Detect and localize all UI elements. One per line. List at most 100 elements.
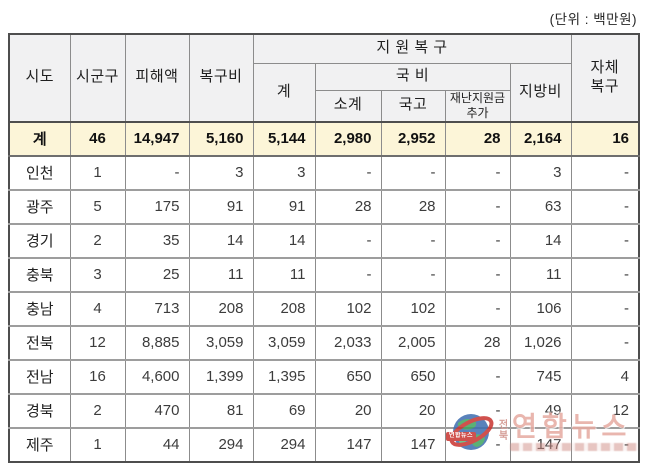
table-row: 전북 12 8,885 3,059 3,059 2,033 2,005 28 1,026- bbox=[8, 324, 640, 360]
header-sido: 시도 bbox=[8, 33, 71, 122]
value-cell: - bbox=[444, 256, 511, 292]
value-cell: 3,059 bbox=[188, 324, 254, 360]
value-cell: - bbox=[380, 154, 446, 190]
value-cell: 3 bbox=[188, 154, 254, 190]
value-cell: 713 bbox=[124, 290, 190, 326]
value-cell: - bbox=[444, 222, 511, 258]
value-cell: 1 bbox=[69, 154, 126, 190]
value-cell: 20 bbox=[314, 392, 382, 428]
value-cell: - bbox=[570, 256, 640, 292]
header-support-group: 지 원 복 구 bbox=[252, 33, 572, 64]
value-cell: - bbox=[444, 358, 511, 394]
value-cell: 11 bbox=[188, 256, 254, 292]
value-cell: 102 bbox=[380, 290, 446, 326]
header-self-recovery: 자체 복구 bbox=[570, 33, 640, 122]
value-cell: 2,033 bbox=[314, 324, 382, 360]
table-row: 충북 3 25 11 11- - -11- bbox=[8, 256, 640, 292]
value-cell: 5,160 bbox=[188, 120, 254, 157]
value-cell: - bbox=[314, 256, 382, 292]
header-total: 계 bbox=[252, 62, 316, 122]
value-cell: 69 bbox=[252, 392, 316, 428]
value-cell: 14,947 bbox=[124, 120, 190, 157]
value-cell: 46 bbox=[69, 120, 126, 157]
value-cell: - bbox=[124, 154, 190, 190]
value-cell: - bbox=[380, 256, 446, 292]
value-cell: 2 bbox=[69, 392, 126, 428]
table-body: 계 46 14,947 5,160 5,144 2,980 2,952 28 2,164 16 인천… bbox=[8, 120, 640, 462]
value-cell: 91 bbox=[252, 188, 316, 224]
value-cell: 102 bbox=[314, 290, 382, 326]
region-cell: 계 bbox=[8, 120, 71, 157]
value-cell: 28 bbox=[314, 188, 382, 224]
value-cell: 4 bbox=[570, 358, 640, 394]
value-cell: 11 bbox=[252, 256, 316, 292]
value-cell: - bbox=[570, 290, 640, 326]
table-row: 경기 2 35 14 14- - -14- bbox=[8, 222, 640, 258]
value-cell: - bbox=[380, 222, 446, 258]
value-cell: 745 bbox=[509, 358, 572, 394]
region-cell: 경기 bbox=[8, 222, 71, 258]
value-cell: 1,395 bbox=[252, 358, 316, 394]
value-cell: 12 bbox=[69, 324, 126, 360]
value-cell: 16 bbox=[69, 358, 126, 394]
disaster-recovery-table: 시도 시군구 피해액 복구비 지 원 복 구 자체 복구 계 국 비 지방비 소… bbox=[8, 33, 641, 463]
value-cell: 147 bbox=[314, 426, 382, 462]
table-row: 충남 4 713 208 208 102 102-106- bbox=[8, 290, 640, 326]
value-cell: 3,059 bbox=[252, 324, 316, 360]
value-cell: 1 bbox=[69, 426, 126, 462]
value-cell: - bbox=[444, 392, 511, 428]
value-cell: - bbox=[570, 188, 640, 224]
table-header: 시도 시군구 피해액 복구비 지 원 복 구 자체 복구 계 국 비 지방비 소… bbox=[8, 33, 640, 122]
value-cell: 25 bbox=[124, 256, 190, 292]
value-cell: 28 bbox=[380, 188, 446, 224]
table-row: 인천 1-3 3- - -3- bbox=[8, 154, 640, 190]
value-cell: 44 bbox=[124, 426, 190, 462]
table-row: 전남 16 4,600 1,399 1,395 650 650-745 4 bbox=[8, 358, 640, 394]
value-cell: 14 bbox=[252, 222, 316, 258]
value-cell: 2,005 bbox=[380, 324, 446, 360]
value-cell: 208 bbox=[252, 290, 316, 326]
value-cell: 12 bbox=[570, 392, 640, 428]
value-cell: 650 bbox=[314, 358, 382, 394]
value-cell: 175 bbox=[124, 188, 190, 224]
value-cell: 14 bbox=[509, 222, 572, 258]
region-cell: 인천 bbox=[8, 154, 71, 190]
value-cell: - bbox=[570, 426, 640, 462]
header-damage: 피해액 bbox=[124, 33, 190, 122]
value-cell: 3 bbox=[252, 154, 316, 190]
header-local: 지방비 bbox=[509, 62, 572, 122]
table-row: 계 46 14,947 5,160 5,144 2,980 2,952 28 2,164 16 bbox=[8, 120, 640, 157]
table-row: 제주 1 44 294 294 147 147-147- bbox=[8, 426, 640, 462]
header-treasury: 국고 bbox=[380, 89, 446, 122]
value-cell: 4,600 bbox=[124, 358, 190, 394]
value-cell: 28 bbox=[444, 324, 511, 360]
region-cell: 전남 bbox=[8, 358, 71, 394]
value-cell: 49 bbox=[509, 392, 572, 428]
region-cell: 광주 bbox=[8, 188, 71, 224]
value-cell: - bbox=[444, 426, 511, 462]
value-cell: 3 bbox=[69, 256, 126, 292]
value-cell: 5,144 bbox=[252, 120, 316, 157]
value-cell: - bbox=[444, 290, 511, 326]
region-cell: 충남 bbox=[8, 290, 71, 326]
value-cell: - bbox=[314, 154, 382, 190]
header-recovery-cost: 복구비 bbox=[188, 33, 254, 122]
region-cell: 경북 bbox=[8, 392, 71, 428]
region-cell: 전북 bbox=[8, 324, 71, 360]
region-cell: 충북 bbox=[8, 256, 71, 292]
value-cell: 650 bbox=[380, 358, 446, 394]
value-cell: 5 bbox=[69, 188, 126, 224]
value-cell: 91 bbox=[188, 188, 254, 224]
value-cell: 11 bbox=[509, 256, 572, 292]
unit-label: (단위 : 백만원) bbox=[549, 12, 637, 27]
header-subtotal: 소계 bbox=[314, 89, 382, 122]
value-cell: 2,980 bbox=[314, 120, 382, 157]
value-cell: - bbox=[570, 154, 640, 190]
value-cell: 35 bbox=[124, 222, 190, 258]
value-cell: 2,952 bbox=[380, 120, 446, 157]
value-cell: 294 bbox=[252, 426, 316, 462]
value-cell: 81 bbox=[188, 392, 254, 428]
table-row: 경북 2 470 81 69 20 20-49 12 bbox=[8, 392, 640, 428]
value-cell: 1,026 bbox=[509, 324, 572, 360]
value-cell: 28 bbox=[444, 120, 511, 157]
